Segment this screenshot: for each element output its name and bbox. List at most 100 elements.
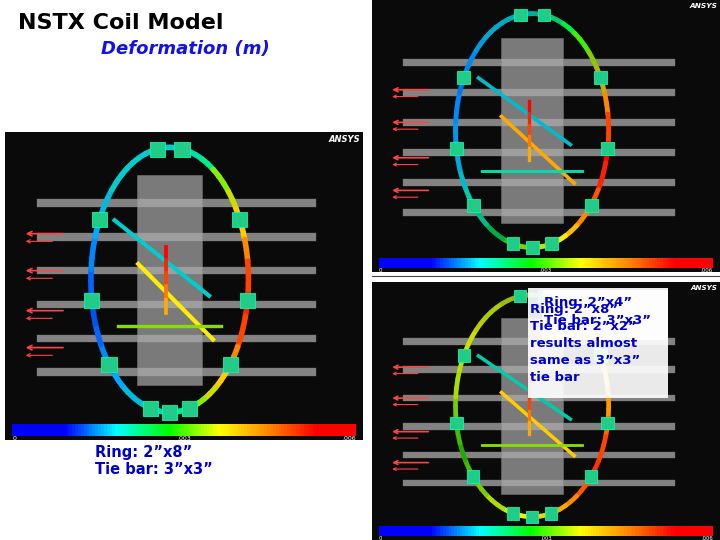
Bar [588,258,591,268]
Bar [38,424,41,436]
Bar [541,526,544,536]
Bar [316,424,319,436]
Bar [538,526,541,536]
Bar [605,526,608,536]
Bar [107,424,110,436]
Bar [30,424,32,436]
Bar [413,258,415,268]
Bar [184,424,187,436]
Text: Ring: 2”x8”: Ring: 2”x8” [95,445,192,460]
Bar [201,424,204,436]
Bar [621,258,624,268]
Bar [690,526,694,536]
Bar [84,293,99,308]
Bar [150,141,165,157]
Text: ANSYS: ANSYS [328,135,360,144]
Bar [247,424,250,436]
Text: NSTX Coil Model: NSTX Coil Model [18,13,223,33]
Bar [568,526,572,536]
Bar [15,424,18,436]
Bar [638,526,641,536]
Bar [688,526,691,536]
Bar [708,526,711,536]
Bar [296,424,299,436]
Bar [571,526,574,536]
Bar [32,424,35,436]
Bar [404,258,407,268]
Bar [660,258,663,268]
Text: .006: .006 [701,537,713,540]
Bar [384,258,387,268]
Bar [327,424,330,436]
Bar [468,258,471,268]
Bar [654,526,657,536]
Text: .006: .006 [342,436,356,442]
Bar [115,424,118,436]
Bar [467,199,480,212]
Bar [37,301,317,308]
Bar [250,424,253,436]
Bar [594,349,606,362]
Text: 0: 0 [379,268,382,273]
Bar [532,526,535,536]
Bar [458,349,470,362]
Bar [666,526,669,536]
Bar [192,424,196,436]
Bar [482,258,485,268]
Bar [710,258,714,268]
Bar [258,424,261,436]
Bar [341,424,345,436]
Bar [446,526,449,536]
Bar [477,526,480,536]
Bar [319,424,322,436]
Bar [443,258,446,268]
Bar [507,258,510,268]
Bar [538,290,550,302]
Bar [510,526,513,536]
Bar [418,526,421,536]
Bar [78,424,81,436]
Bar [629,526,633,536]
Bar [499,526,502,536]
Bar [474,258,477,268]
Bar [710,526,714,536]
Bar [55,424,58,436]
Bar [574,258,577,268]
Bar [299,424,302,436]
Bar [607,258,611,268]
Bar [641,526,644,536]
Bar [224,424,228,436]
Bar [426,258,429,268]
Bar [523,258,527,268]
Bar [401,258,405,268]
Bar [649,258,652,268]
Bar [602,526,605,536]
Bar [632,258,635,268]
Bar [599,526,602,536]
Bar [504,526,508,536]
Bar [124,424,127,436]
Bar [379,526,382,536]
Bar [552,258,554,268]
Bar [153,424,156,436]
Bar [18,424,21,436]
Bar [264,424,267,436]
Bar [654,258,657,268]
Bar [585,258,588,268]
Bar [526,510,539,523]
Bar [526,241,539,254]
Bar [58,424,61,436]
Bar [590,526,593,536]
Bar [290,424,293,436]
Bar [501,526,505,536]
Bar [542,290,668,340]
Bar [161,424,164,436]
Bar [53,424,55,436]
Bar [227,424,230,436]
Bar [516,258,518,268]
Bar [585,470,598,483]
Bar [403,367,675,373]
Bar [195,424,199,436]
Bar [471,258,474,268]
Bar [482,526,485,536]
